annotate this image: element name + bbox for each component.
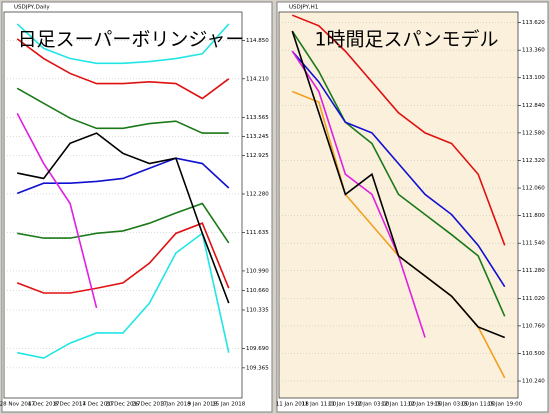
y-tick-label: 112.320 bbox=[522, 158, 545, 164]
indicator-line bbox=[16, 23, 230, 65]
y-tick-label: 112.280 bbox=[246, 191, 269, 197]
x-tick-label: 26 Dec 2017 bbox=[132, 402, 168, 408]
y-tick-label: 114.850 bbox=[246, 38, 269, 44]
indicator-line bbox=[16, 87, 229, 134]
x-tick-label: 15 Jan 19:00 bbox=[487, 402, 522, 408]
indicator-line bbox=[291, 30, 506, 339]
y-tick-label: 113.565 bbox=[246, 115, 269, 121]
y-tick-label: 112.060 bbox=[522, 186, 545, 192]
y-tick-label: 113.620 bbox=[522, 20, 545, 26]
y-tick-label: 111.635 bbox=[246, 230, 269, 236]
y-tick-label: 110.990 bbox=[246, 268, 269, 274]
x-tick-label: 9 Jan 2018 bbox=[188, 402, 218, 408]
y-tick-label: 111.020 bbox=[522, 296, 545, 302]
y-tick-label: 113.245 bbox=[246, 134, 269, 140]
indicator-line bbox=[16, 222, 230, 294]
indicator-line bbox=[291, 50, 506, 288]
x-tick-label: 15 Jan 03:00 bbox=[434, 402, 469, 408]
x-tick-label: 28 Nov 2017 bbox=[0, 402, 35, 408]
x-tick-label: 15 Jan 2018 bbox=[212, 402, 245, 408]
plot-area bbox=[3, 11, 243, 399]
indicator-line bbox=[16, 157, 230, 195]
y-tick-label: 111.540 bbox=[522, 241, 545, 247]
indicator-line bbox=[17, 231, 230, 359]
y-tick-label: 109.690 bbox=[246, 346, 269, 352]
y-tick-label: 114.210 bbox=[246, 76, 269, 82]
y-tick-label: 111.800 bbox=[522, 213, 545, 219]
y-tick-label: 109.365 bbox=[246, 365, 269, 371]
indicator-line bbox=[291, 30, 506, 317]
y-tick-label: 112.925 bbox=[246, 153, 269, 159]
x-tick-label: 11 Jan 19:00 bbox=[328, 402, 363, 408]
y-tick-label: 110.335 bbox=[246, 308, 269, 314]
y-tick-label: 110.660 bbox=[246, 288, 269, 294]
x-tick-label: 4 Dec 2017 bbox=[28, 402, 60, 408]
indicator-line bbox=[17, 132, 230, 304]
x-tick-label: 12 Jan 03:00 bbox=[355, 402, 390, 408]
chart-annotation: 1時間足スパンモデル bbox=[314, 29, 498, 51]
x-tick-label: 15 Jan 11:00 bbox=[461, 402, 496, 408]
y-tick-label: 113.100 bbox=[522, 75, 545, 81]
y-tick-label: 113.360 bbox=[522, 48, 545, 54]
chart-header: USDJPY,H1 bbox=[289, 5, 318, 11]
x-tick-label: 3 Jan 2018 bbox=[161, 402, 191, 408]
y-tick-label: 111.280 bbox=[522, 268, 545, 274]
y-tick-label: 112.580 bbox=[522, 130, 545, 136]
indicator-line bbox=[16, 38, 230, 100]
plot-area bbox=[278, 11, 519, 399]
indicator-line bbox=[16, 113, 98, 309]
indicator-line bbox=[291, 14, 506, 246]
chart-annotation: 日足スーパーボリンジャー bbox=[18, 29, 245, 51]
x-tick-label: 12 Jan 19:00 bbox=[408, 402, 443, 408]
chart-header: USDJPY,Daily bbox=[14, 5, 50, 11]
x-tick-label: 12 Jan 11:00 bbox=[381, 402, 416, 408]
y-tick-label: 110.500 bbox=[522, 351, 545, 357]
x-tick-label: 11 Jan 2018 bbox=[276, 402, 309, 408]
y-tick-label: 110.240 bbox=[522, 379, 545, 385]
y-tick-label: 112.840 bbox=[522, 103, 545, 109]
x-tick-label: 8 Dec 2017 bbox=[54, 402, 86, 408]
x-tick-label: 14 Dec 2017 bbox=[79, 402, 115, 408]
x-tick-label: 20 Dec 2017 bbox=[105, 402, 141, 408]
x-tick-label: 11 Jan 11:00 bbox=[301, 402, 336, 408]
y-tick-label: 110.760 bbox=[522, 323, 545, 329]
